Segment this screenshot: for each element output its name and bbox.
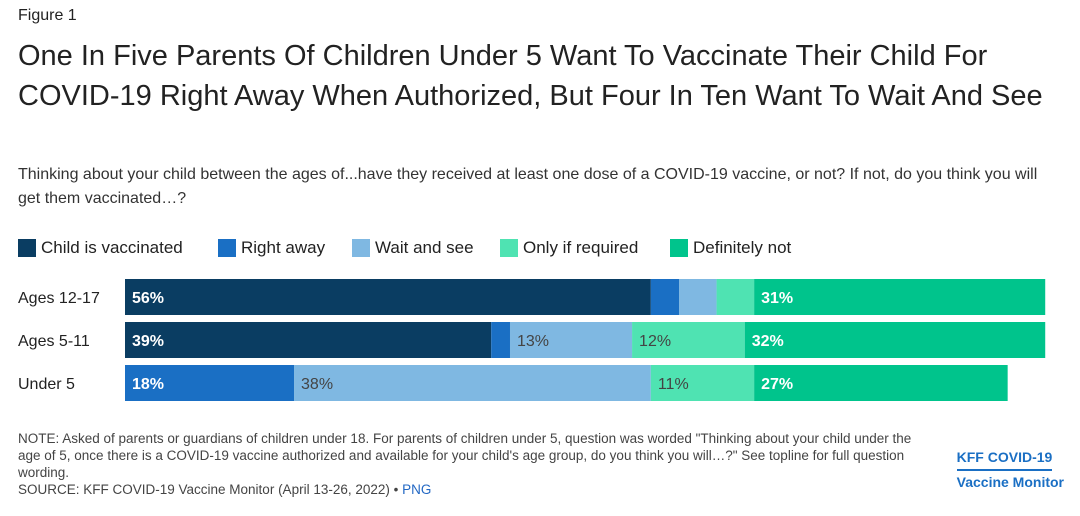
chart-title: One In Five Parents Of Children Under 5 … <box>18 40 1043 112</box>
bar-segment-ages-5-11-only-if-required <box>632 322 745 358</box>
figure-label: Figure 1 <box>18 7 77 24</box>
legend-swatch-vaccinated <box>18 239 36 257</box>
data-label-under-5-wait-and-see: 38% <box>301 376 333 393</box>
bar-segment-ages-12-17-child-is-vaccinated <box>125 279 651 315</box>
legend-label-wait-and-see: Wait and see <box>375 238 474 257</box>
chart-subtitle: Thinking about your child between the ag… <box>18 166 1038 207</box>
data-label-ages-5-11-definitely-not: 32% <box>752 333 784 350</box>
legend-label-vaccinated: Child is vaccinated <box>41 238 183 257</box>
data-label-ages-5-11-child-is-vaccinated: 39% <box>132 333 164 350</box>
data-label-under-5-right-away: 18% <box>132 376 164 393</box>
chart-note: NOTE: Asked of parents or guardians of c… <box>18 430 918 498</box>
bar-segment-ages-5-11-definitely-not <box>744 322 1046 358</box>
note-text: NOTE: Asked of parents or guardians of c… <box>18 431 912 480</box>
kff-brand-logo: KFF COVID-19 Vaccine Monitor <box>956 447 1064 493</box>
data-label-under-5-only-if-required: 11% <box>658 376 689 393</box>
png-link[interactable]: PNG <box>402 482 432 497</box>
data-label-under-5-definitely-not: 27% <box>761 376 793 393</box>
bar-segment-under-5-wait-and-see <box>294 365 651 401</box>
bar-segment-ages-12-17-right-away <box>650 279 680 315</box>
source-text: SOURCE: KFF COVID-19 Vaccine Monitor (Ap… <box>18 482 390 497</box>
brand-line1: KFF COVID-19 <box>956 447 1053 471</box>
legend-swatch-definitely-not <box>670 239 688 257</box>
legend-label-right-away: Right away <box>241 238 326 257</box>
data-label-ages-5-11-only-if-required: 12% <box>639 333 671 350</box>
bar-segment-ages-5-11-right-away <box>491 322 510 358</box>
legend-label-definitely-not: Definitely not <box>693 238 792 257</box>
legend-swatch-wait-and-see <box>352 239 370 257</box>
legend-swatch-only-if-required <box>500 239 518 257</box>
bar-segment-ages-5-11-child-is-vaccinated <box>125 322 492 358</box>
data-label-ages-5-11-wait-and-see: 13% <box>517 333 549 350</box>
data-label-ages-12-17-child-is-vaccinated: 56% <box>132 290 164 307</box>
legend-swatch-right-away <box>218 239 236 257</box>
bar-segment-under-5-definitely-not <box>754 365 1008 401</box>
legend-item-definitely-not: Definitely not <box>670 238 791 258</box>
bar-segment-ages-12-17-definitely-not <box>754 279 1046 315</box>
bar-segment-ages-5-11-wait-and-see <box>509 322 633 358</box>
category-label-ages-12-17: Ages 12-17 <box>18 290 100 307</box>
legend-item-right-away: Right away <box>218 238 325 258</box>
legend-item-wait-and-see: Wait and see <box>352 238 474 258</box>
category-label-under-5: Under 5 <box>18 376 75 393</box>
data-label-ages-12-17-definitely-not: 31% <box>761 290 793 307</box>
legend-item-only-if-required: Only if required <box>500 238 638 258</box>
legend-item-vaccinated: Child is vaccinated <box>18 238 183 258</box>
bar-segment-ages-12-17-wait-and-see <box>679 279 717 315</box>
bar-segment-under-5-right-away <box>125 365 295 401</box>
brand-line2: Vaccine Monitor <box>956 474 1064 490</box>
bar-segment-ages-12-17-only-if-required <box>716 279 755 315</box>
source-separator: • <box>389 482 403 497</box>
stacked-bar-chart: Ages 12-17 56% 31% Ages 5-11 39% 13% 12% 32% Und… <box>18 279 1046 401</box>
category-label-ages-5-11: Ages 5-11 <box>18 333 90 350</box>
legend-label-only-if-required: Only if required <box>523 238 639 257</box>
bar-segment-under-5-only-if-required <box>650 365 755 401</box>
source-line: SOURCE: KFF COVID-19 Vaccine Monitor (Ap… <box>18 481 918 498</box>
